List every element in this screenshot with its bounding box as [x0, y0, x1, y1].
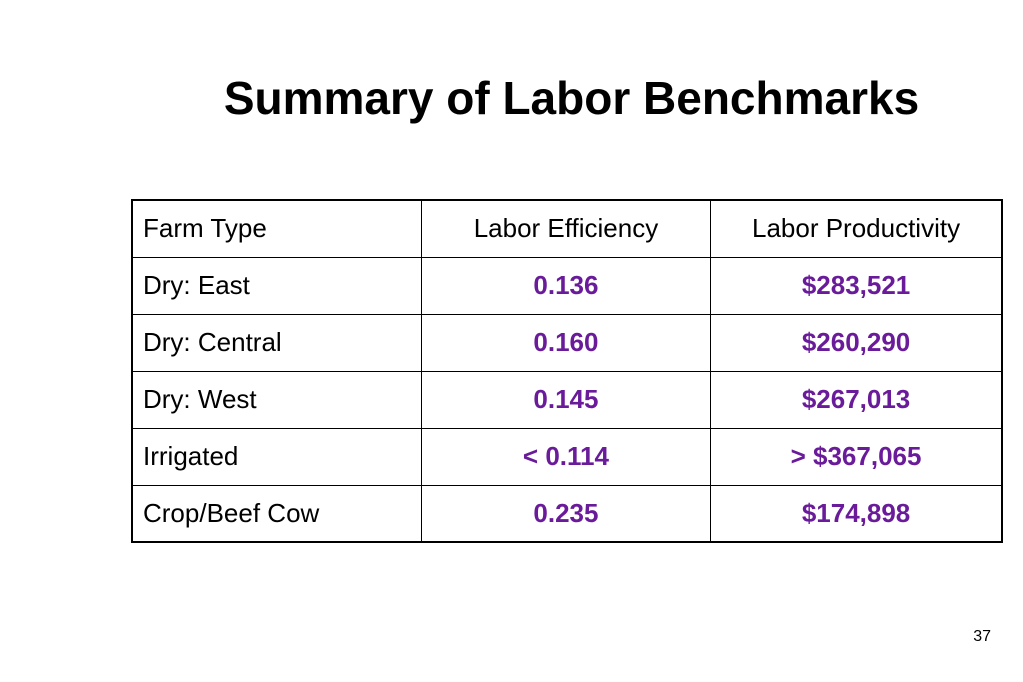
labor-efficiency-cell: < 0.114	[420, 427, 712, 486]
labor-productivity-cell: $267,013	[710, 370, 1003, 429]
labor-efficiency-cell: 0.145	[420, 370, 712, 429]
labor-efficiency-cell: 0.136	[420, 256, 712, 315]
column-header-labor-efficiency: Labor Efficiency	[420, 199, 712, 258]
farm-type-cell: Dry: West	[131, 370, 422, 429]
table-row: Dry: West 0.145 $267,013	[131, 370, 1003, 429]
labor-productivity-cell: $260,290	[710, 313, 1003, 372]
farm-type-cell: Irrigated	[131, 427, 422, 486]
slide-title: Summary of Labor Benchmarks	[223, 72, 920, 124]
farm-type-cell: Dry: East	[131, 256, 422, 315]
labor-productivity-cell: $283,521	[710, 256, 1003, 315]
table-row: Dry: East 0.136 $283,521	[131, 256, 1003, 315]
column-header-labor-productivity: Labor Productivity	[710, 199, 1003, 258]
labor-efficiency-cell: 0.235	[420, 484, 712, 543]
labor-productivity-cell: > $367,065	[710, 427, 1003, 486]
farm-type-cell: Crop/Beef Cow	[131, 484, 422, 543]
column-header-farm-type: Farm Type	[131, 199, 422, 258]
labor-benchmarks-table: Farm Type Labor Efficiency Labor Product…	[131, 199, 1003, 543]
page-number: 37	[973, 628, 991, 645]
labor-efficiency-cell: 0.160	[420, 313, 712, 372]
table-header-row: Farm Type Labor Efficiency Labor Product…	[131, 199, 1003, 258]
table-row: Dry: Central 0.160 $260,290	[131, 313, 1003, 372]
table-row: Irrigated < 0.114 > $367,065	[131, 427, 1003, 486]
labor-productivity-cell: $174,898	[710, 484, 1003, 543]
table-row: Crop/Beef Cow 0.235 $174,898	[131, 484, 1003, 543]
farm-type-cell: Dry: Central	[131, 313, 422, 372]
